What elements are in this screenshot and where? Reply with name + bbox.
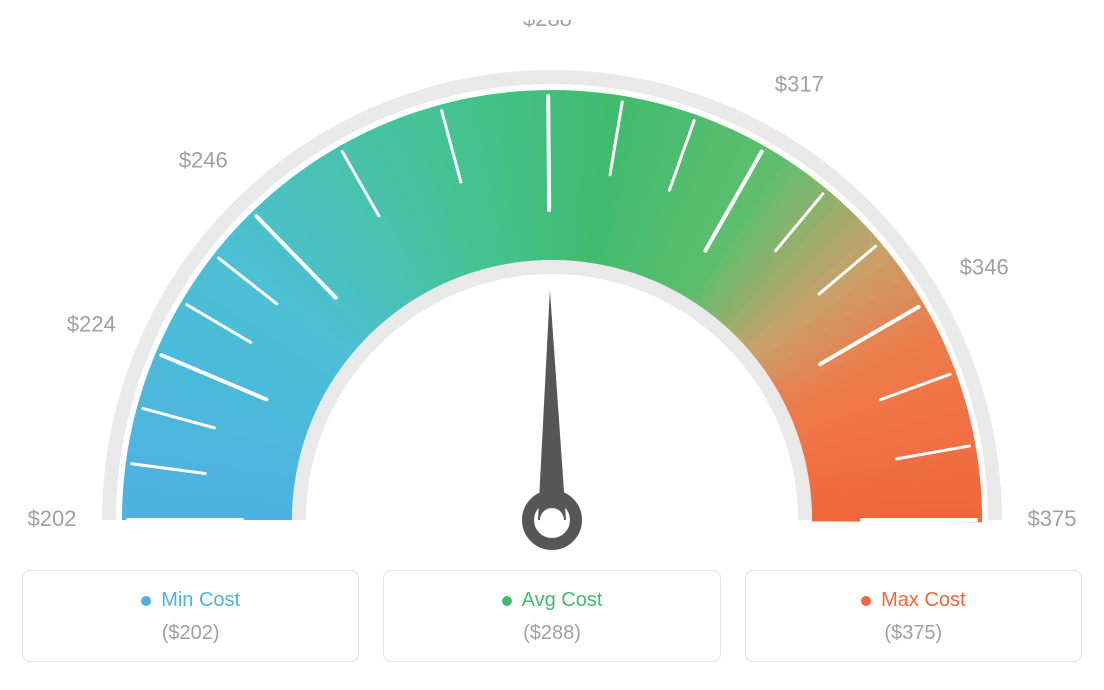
legend-dot-avg <box>502 596 512 606</box>
gauge-tick-label: $375 <box>1028 506 1077 531</box>
legend-dot-max <box>861 596 871 606</box>
gauge-tick-label: $224 <box>67 311 116 336</box>
cost-gauge-chart: $202 $224 $246 $288 $317 $346 $375 <box>22 20 1082 560</box>
gauge-tick-label: $288 <box>523 20 572 31</box>
legend-card-avg: Avg Cost ($288) <box>383 570 720 662</box>
legend-label-min: Min Cost <box>161 589 240 612</box>
legend-value-avg: ($288) <box>394 622 709 645</box>
gauge-needle <box>538 290 566 520</box>
legend-card-min: Min Cost ($202) <box>22 570 359 662</box>
legend-value-min: ($202) <box>33 622 348 645</box>
legend-card-max: Max Cost ($375) <box>745 570 1082 662</box>
gauge-tick-label: $317 <box>775 71 824 96</box>
gauge-tick-label: $202 <box>28 506 77 531</box>
legend-label-max: Max Cost <box>881 589 965 612</box>
legend-value-max: ($375) <box>756 622 1071 645</box>
legend-label-avg: Avg Cost <box>522 589 603 612</box>
gauge-needle-hub-inner <box>540 508 564 532</box>
gauge-tick-label: $246 <box>179 147 228 172</box>
gauge-tick-label: $346 <box>960 255 1009 280</box>
legend-row: Min Cost ($202) Avg Cost ($288) Max Cost… <box>22 570 1082 662</box>
legend-dot-min <box>141 596 151 606</box>
